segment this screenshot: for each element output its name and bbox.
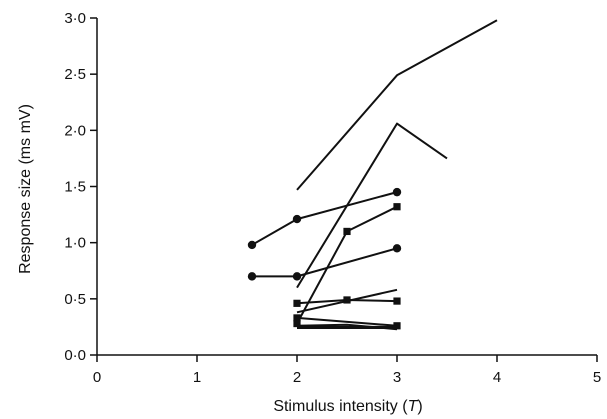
data-point-square (343, 227, 351, 236)
y-tick-label: 0·5 (64, 291, 86, 308)
series-2 (296, 122, 448, 289)
y-axis-title: Response size (ms mV) (17, 104, 34, 274)
y-tick-label: 0·0 (64, 347, 86, 364)
data-point-square (343, 296, 351, 304)
x-axis-title-suffix: ) (417, 398, 422, 415)
series-1 (296, 19, 498, 191)
y-tick-label: 1·5 (64, 179, 86, 196)
x-tick-label: 1 (193, 369, 201, 386)
data-point-circle (247, 272, 257, 281)
series-line (296, 316, 398, 327)
data-point-square (293, 319, 301, 328)
series-8 (293, 314, 401, 330)
data-point-square (393, 297, 401, 305)
y-tick-label: 3·0 (64, 10, 86, 27)
data-point-square (393, 322, 401, 330)
series-4 (293, 203, 401, 328)
series-line (296, 205, 398, 324)
x-axis-title: Stimulus intensity (T) (273, 398, 422, 415)
y-tick-label: 2·5 (64, 66, 86, 83)
axes: 0 1 2 3 4 5 0·0 0·5 1·0 1·5 2·0 2·5 3·0 (64, 10, 601, 386)
y-tick-label: 2·0 (64, 122, 86, 139)
y-tick-label: 1·0 (64, 235, 86, 252)
x-axis-title-prefix: Stimulus intensity ( (273, 398, 408, 415)
series-line (296, 122, 448, 289)
x-tick-label: 2 (293, 369, 301, 386)
x-axis-title-variable: T (408, 398, 419, 415)
series-7 (293, 296, 401, 307)
data-point-circle (392, 244, 402, 253)
x-tick-label: 5 (593, 369, 601, 386)
series-5 (247, 244, 402, 281)
data-point-circle (292, 214, 302, 224)
data-point-circle (292, 272, 302, 281)
data-point-square (293, 314, 301, 322)
x-tick-label: 3 (393, 369, 401, 386)
series-3 (247, 187, 402, 250)
series-line (296, 19, 498, 191)
plot-area (247, 19, 498, 331)
data-point-square (393, 203, 401, 211)
data-point-circle (392, 187, 402, 197)
data-point-circle (247, 240, 257, 250)
data-point-square (293, 299, 301, 307)
x-tick-label: 0 (93, 369, 101, 386)
x-tick-label: 4 (493, 369, 501, 386)
